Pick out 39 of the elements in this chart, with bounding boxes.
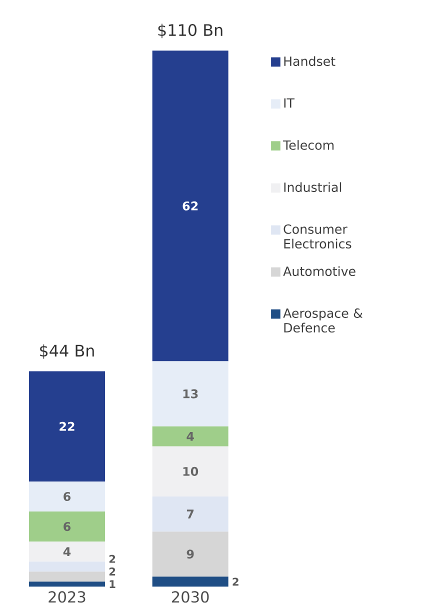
legend-label: Telecom <box>283 140 334 150</box>
bar <box>29 542 105 562</box>
legend-label: Aerospace & Defence <box>283 308 363 333</box>
data-label: 6 <box>64 522 71 532</box>
x-tick-label: 2030 <box>172 591 209 603</box>
bar <box>29 481 105 512</box>
data-label: 13 <box>183 389 198 398</box>
legend-label: Handset <box>284 56 336 66</box>
legend-label: Industrial <box>284 182 342 192</box>
x-tick-label: 2023 <box>48 591 86 603</box>
data-label: 9 <box>186 550 194 559</box>
data-label: 22 <box>60 422 74 431</box>
bar <box>29 582 105 587</box>
bar <box>152 446 228 496</box>
data-label: 4 <box>63 547 71 556</box>
legend-label: IT <box>284 98 295 108</box>
data-label: 4 <box>186 432 194 441</box>
data-label: 10 <box>183 466 198 476</box>
legend-label: Automotive <box>283 266 356 276</box>
data-label: 1 <box>110 580 116 588</box>
data-label: 2 <box>109 554 116 563</box>
data-label: 2 <box>232 578 238 586</box>
data-label: 62 <box>182 201 198 210</box>
data-label: 7 <box>186 510 194 518</box>
bar <box>152 361 228 426</box>
bar <box>152 426 228 446</box>
data-label: 6 <box>64 492 71 502</box>
total-label: $110 Bn <box>158 24 222 38</box>
bar <box>29 562 105 572</box>
bar <box>29 572 105 582</box>
bar <box>152 496 228 532</box>
data-label: 2 <box>109 568 116 576</box>
bar <box>152 576 228 587</box>
total-label: $44 Bn <box>40 344 94 359</box>
bar <box>152 532 228 577</box>
legend-label: Consumer Electronics <box>284 224 352 249</box>
bar <box>29 371 105 482</box>
bar <box>29 512 105 542</box>
bar <box>152 50 228 362</box>
